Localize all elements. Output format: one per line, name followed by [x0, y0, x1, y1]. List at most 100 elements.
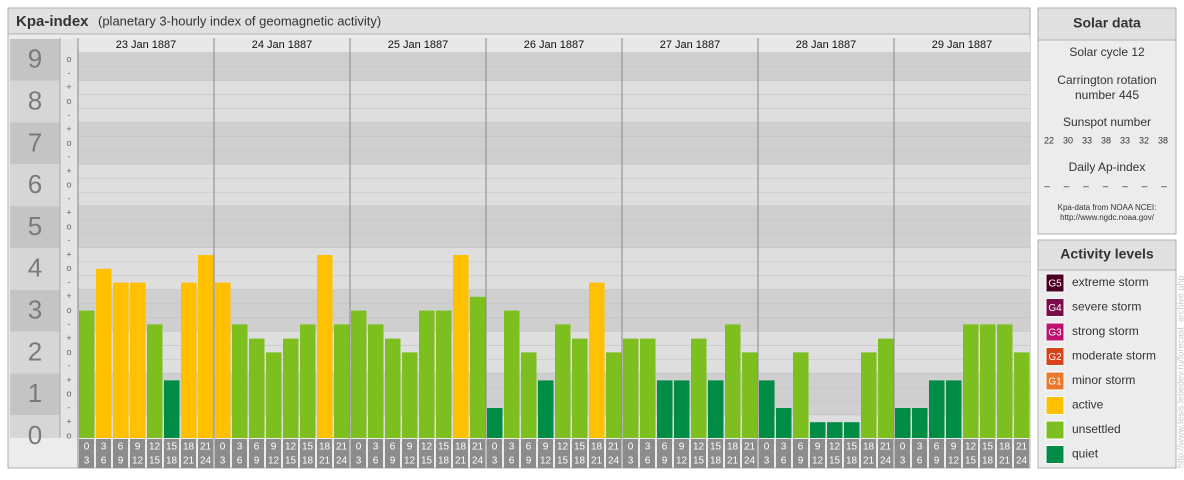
time-from: 0 [220, 442, 226, 453]
time-from: 18 [183, 442, 195, 453]
bar [997, 324, 1013, 438]
time-cell [385, 439, 400, 468]
y-tick-label: 0 [28, 420, 42, 450]
time-cell [436, 439, 451, 468]
time-from: 15 [710, 442, 722, 453]
bar [487, 407, 503, 438]
y-minor-tick-label: o [66, 180, 71, 190]
time-cell [521, 439, 536, 468]
ap-value: – [1083, 182, 1089, 193]
time-cell [181, 439, 196, 468]
time-from: 9 [407, 442, 413, 453]
time-to: 15 [421, 456, 433, 467]
bar [147, 324, 163, 438]
bar [419, 310, 435, 438]
time-from: 9 [543, 442, 549, 453]
time-from: 3 [645, 442, 651, 453]
time-to: 18 [846, 456, 858, 467]
day-label: 28 Jan 1887 [796, 39, 857, 51]
time-cell [130, 439, 145, 468]
time-to: 15 [829, 456, 841, 467]
time-to: 12 [948, 456, 960, 467]
bar [793, 352, 809, 438]
ap-value: – [1142, 182, 1148, 193]
time-to: 6 [101, 456, 107, 467]
y-minor-tick-label: o [66, 54, 71, 64]
time-from: 18 [455, 442, 467, 453]
bar [912, 407, 928, 438]
bar [249, 338, 265, 438]
source-line: http://www.ngdc.noaa.gov/ [1060, 213, 1155, 222]
time-from: 3 [781, 442, 787, 453]
time-to: 12 [676, 456, 688, 467]
sunspot-value: 30 [1063, 135, 1073, 145]
time-from: 6 [118, 442, 124, 453]
legend-name: unsettled [1072, 422, 1121, 436]
time-to: 3 [220, 456, 226, 467]
legend-name: active [1072, 398, 1104, 412]
time-cell [657, 439, 672, 468]
time-cell [300, 439, 315, 468]
time-to: 24 [608, 456, 620, 467]
y-tick-label: 9 [28, 44, 42, 74]
title: Kpa-index [16, 13, 89, 30]
time-from: 6 [526, 442, 532, 453]
time-from: 0 [628, 442, 634, 453]
time-cell [96, 439, 111, 468]
ap-value: – [1122, 182, 1128, 193]
time-from: 9 [815, 442, 821, 453]
time-to: 12 [132, 456, 144, 467]
time-cell [589, 439, 604, 468]
day-header-bg [78, 38, 1030, 52]
day-label: 26 Jan 1887 [524, 39, 585, 51]
bar [708, 380, 724, 438]
time-to: 15 [149, 456, 161, 467]
y-minor-tick-label: - [68, 402, 71, 412]
axis-band [10, 415, 60, 438]
time-cell [912, 439, 927, 468]
time-to: 21 [863, 456, 875, 467]
bar [79, 310, 95, 438]
level-band [78, 206, 1030, 248]
time-to: 18 [438, 456, 450, 467]
time-from: 6 [934, 442, 940, 453]
legend-swatch [1045, 347, 1065, 366]
y-tick-label: 7 [28, 127, 42, 157]
time-from: 0 [764, 442, 770, 453]
time-cell [980, 439, 995, 468]
y-minor-tick-label: + [66, 333, 71, 343]
time-to: 18 [166, 456, 178, 467]
axis-band [10, 164, 60, 207]
legend-swatch [1045, 371, 1065, 391]
bar [300, 324, 316, 438]
bar [929, 380, 945, 438]
y-tick-label: 3 [28, 294, 42, 324]
time-to: 12 [812, 456, 824, 467]
time-cell [844, 439, 859, 468]
time-to: 24 [880, 456, 892, 467]
bar [351, 310, 367, 438]
time-from: 3 [237, 442, 243, 453]
time-to: 6 [509, 456, 515, 467]
time-cell [623, 439, 638, 468]
time-to: 21 [183, 456, 195, 467]
day-label: 25 Jan 1887 [388, 39, 449, 51]
time-cell [147, 439, 162, 468]
bar [538, 380, 554, 438]
legend-swatch [1045, 396, 1065, 415]
time-from: 21 [336, 442, 348, 453]
time-to: 12 [268, 456, 280, 467]
time-cell [674, 439, 689, 468]
bar [810, 422, 826, 438]
time-from: 21 [200, 442, 212, 453]
legend-code: G3 [1048, 328, 1062, 339]
time-cell [759, 439, 774, 468]
legend-swatch [1045, 420, 1065, 440]
time-from: 3 [509, 442, 515, 453]
bar [742, 352, 758, 438]
axis-band [10, 289, 60, 332]
y-tick-label: 4 [28, 253, 42, 283]
legend-name: extreme storm [1072, 275, 1149, 289]
bar [504, 310, 520, 438]
legend-code: G5 [1048, 279, 1062, 290]
